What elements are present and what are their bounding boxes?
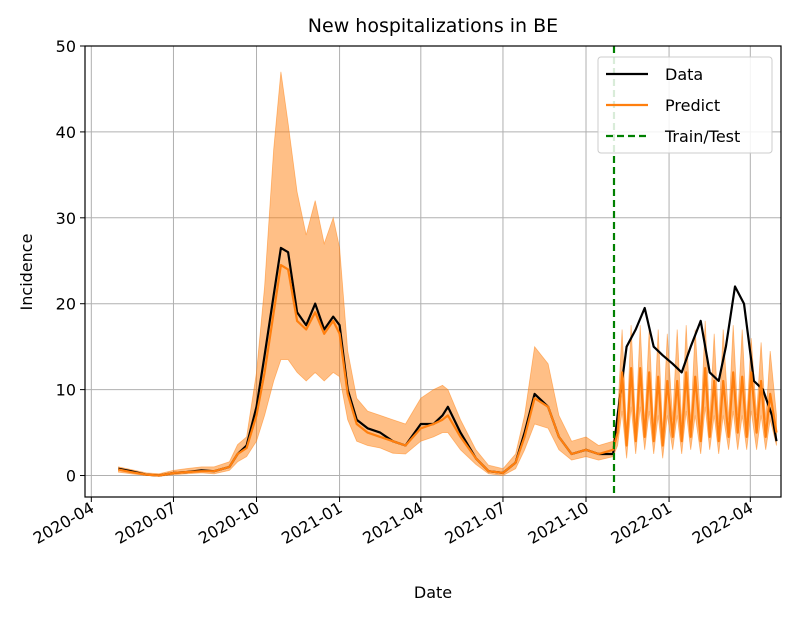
- legend-box: [597, 56, 773, 154]
- prediction-interval-band: [118, 71, 777, 477]
- y-axis-label: Incidence: [17, 234, 36, 311]
- series-line-data: [118, 246, 778, 477]
- series-line-predict: [118, 264, 778, 477]
- y-tick-label: 0: [66, 467, 76, 486]
- legend: Data Predict Train/Test: [597, 56, 773, 154]
- y-axis-ticks: 0 10 20 30 40 50: [56, 37, 85, 486]
- y-tick-label: 50: [56, 37, 76, 56]
- y-tick-label: 20: [56, 295, 76, 314]
- y-tick-label: 10: [56, 381, 76, 400]
- series-layer: [118, 246, 778, 477]
- y-tick-label: 40: [56, 123, 76, 142]
- legend-label: Train/Test: [664, 127, 740, 146]
- y-tick-label: 30: [56, 209, 76, 228]
- prediction-band-layer: [118, 71, 777, 477]
- plot-frame: [84, 45, 782, 498]
- legend-label: Data: [665, 65, 703, 84]
- x-axis-label: Date: [414, 583, 452, 602]
- chart-title: New hospitalizations in BE: [308, 15, 558, 37]
- legend-label: Predict: [665, 96, 720, 115]
